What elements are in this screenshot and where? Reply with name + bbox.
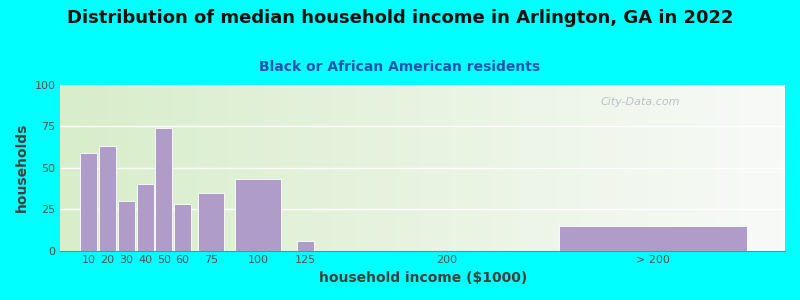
Text: City-Data.com: City-Data.com (600, 97, 680, 106)
Bar (235, 179, 281, 250)
Text: Black or African American residents: Black or African American residents (259, 60, 541, 74)
Bar (137, 184, 154, 250)
X-axis label: household income ($1000): household income ($1000) (318, 271, 527, 285)
Bar (174, 204, 191, 250)
Bar (99, 146, 116, 250)
Bar (559, 226, 747, 250)
Bar (118, 201, 134, 250)
Y-axis label: households: households (15, 123, 29, 212)
Text: Distribution of median household income in Arlington, GA in 2022: Distribution of median household income … (66, 9, 734, 27)
Bar (297, 241, 314, 250)
Bar (80, 153, 97, 250)
Bar (198, 193, 224, 250)
Bar (155, 128, 172, 250)
